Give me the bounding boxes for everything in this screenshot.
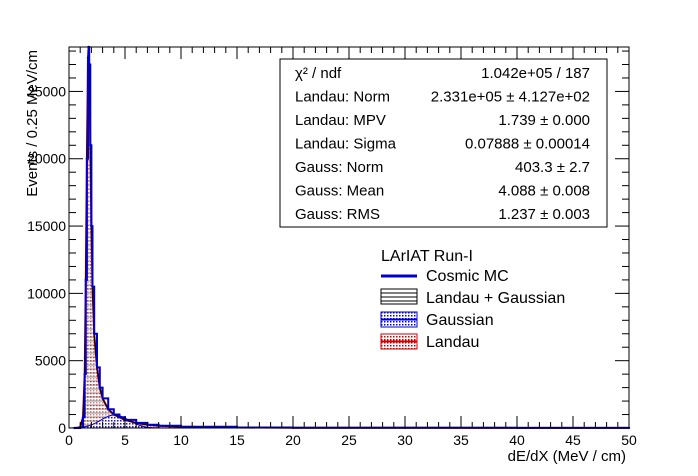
stats-label: Landau: MPV	[295, 112, 386, 129]
stats-value: 2.331e+05 ± 4.127e+02	[431, 89, 590, 106]
stats-value: 4.088 ± 0.008	[498, 183, 590, 200]
data-point	[101, 397, 104, 400]
stats-label: Landau: Norm	[295, 89, 390, 106]
data-point	[90, 224, 93, 228]
stats-value: 403.3 ± 2.7	[515, 159, 590, 176]
data-point	[89, 144, 92, 147]
y-tick-label: 20000	[27, 151, 66, 167]
data-point	[107, 408, 110, 411]
data-point	[112, 413, 116, 416]
legend-label-landau-gaussian: Landau + Gaussian	[426, 290, 565, 307]
data-point	[86, 56, 90, 59]
data-point	[84, 278, 88, 282]
legend-header: LArIAT Run-I	[381, 248, 473, 265]
data-point	[118, 416, 121, 419]
y-axis: 0 5000 10000 15000 20000 25000	[27, 50, 629, 436]
x-tick-label: 25	[341, 432, 357, 448]
x-tick-label: 35	[453, 432, 469, 448]
y-axis-label: Events / 0.25 MeV/cm	[24, 50, 41, 197]
legend-swatch-landau-gaussian	[380, 288, 418, 305]
stats-label: Gauss: RMS	[295, 206, 380, 223]
stats-value: 1.237 ± 0.003	[498, 206, 590, 223]
y-tick-label: 0	[58, 420, 66, 436]
stats-box: χ² / ndf 1.042e+05 / 187 Landau: Norm 2.331…	[279, 58, 608, 228]
legend-label-cosmic-mc: Cosmic MC	[426, 268, 509, 285]
stats-value: 1.739 ± 0.000	[498, 112, 590, 129]
x-tick-label: 30	[397, 432, 413, 448]
x-tick-label: 15	[229, 432, 245, 448]
x-tick-label: 45	[565, 432, 581, 448]
data-point	[93, 332, 96, 335]
stats-value: 0.07888 ± 0.00014	[465, 136, 590, 153]
data-point	[95, 366, 99, 369]
data-point	[85, 157, 89, 160]
x-tick-label: 50	[621, 432, 637, 448]
data-point	[81, 416, 85, 419]
stats-label: Landau: Sigma	[295, 136, 397, 153]
y-tick-label: 15000	[27, 218, 66, 234]
x-tick-label: 20	[285, 432, 301, 448]
x-axis-label: dE/dX (MeV / cm)	[508, 448, 626, 465]
data-point	[98, 386, 102, 389]
data-point	[88, 63, 91, 66]
stats-label: Gauss: Norm	[295, 159, 383, 176]
legend: LArIAT Run-I Cosmic MC Landau + Gaussian…	[380, 248, 565, 351]
legend-label-gaussian: Gaussian	[426, 312, 494, 329]
x-axis: 0 5 10 15 20 25 30 35 40 45 50	[65, 47, 637, 448]
x-tick-label: 0	[65, 432, 73, 448]
x-tick-label: 5	[121, 432, 129, 448]
stats-label: χ² / ndf	[295, 65, 342, 82]
x-tick-label: 10	[173, 432, 189, 448]
stats-label: Gauss: Mean	[295, 183, 384, 200]
x-tick-label: 40	[509, 432, 525, 448]
data-point	[83, 372, 86, 376]
data-point	[91, 285, 94, 288]
y-tick-label: 10000	[27, 285, 66, 301]
y-tick-label: 5000	[35, 353, 66, 369]
legend-label-landau: Landau	[426, 334, 479, 351]
y-tick-label: 25000	[27, 83, 66, 99]
stats-value: 1.042e+05 / 187	[481, 65, 590, 82]
